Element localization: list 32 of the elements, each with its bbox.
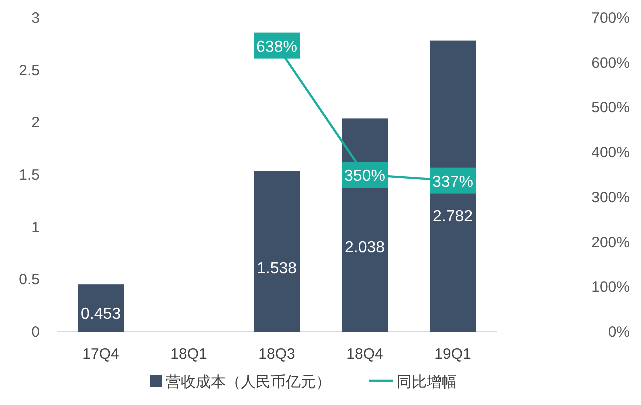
- y2-tick-label: 400%: [592, 144, 630, 162]
- y-tick-label: 2: [32, 114, 40, 132]
- data-label: 638%: [256, 38, 298, 56]
- y-tick-label: 0.5: [19, 272, 40, 289]
- bar: [430, 40, 476, 332]
- y2-tick-label: 0%: [608, 324, 630, 341]
- data-label: 2.782: [432, 208, 474, 226]
- bar: [78, 284, 124, 332]
- x-tick-label: 19Q1: [434, 346, 472, 363]
- y-tick-label: 3: [32, 10, 40, 27]
- y-tick-label: 0: [32, 324, 40, 341]
- data-label: 1.538: [256, 260, 298, 278]
- x-tick-label: 18Q4: [346, 346, 384, 363]
- y2-tick-label: 600%: [592, 54, 630, 72]
- y-tick-label: 2.5: [19, 62, 40, 80]
- legend-label: 营收成本（人民币亿元）: [166, 374, 331, 391]
- y2-tick-label: 200%: [592, 234, 630, 252]
- data-label: 0.453: [80, 306, 122, 324]
- y2-tick-label: 500%: [592, 100, 630, 117]
- bar: [254, 171, 300, 332]
- x-tick-label: 18Q1: [170, 346, 208, 363]
- y-tick-label: 1: [32, 219, 40, 236]
- y2-tick-label: 300%: [592, 189, 630, 206]
- y-tick-label: 1.5: [19, 167, 40, 184]
- legend-label: 同比增幅: [397, 374, 457, 391]
- x-tick-label: 17Q4: [82, 346, 120, 363]
- y2-tick-label: 700%: [592, 10, 630, 27]
- data-label: 337%: [432, 174, 474, 191]
- x-tick-label: 18Q3: [258, 346, 296, 363]
- data-label: 350%: [344, 168, 386, 185]
- y2-tick-label: 100%: [592, 279, 630, 296]
- data-label: 2.038: [344, 240, 386, 257]
